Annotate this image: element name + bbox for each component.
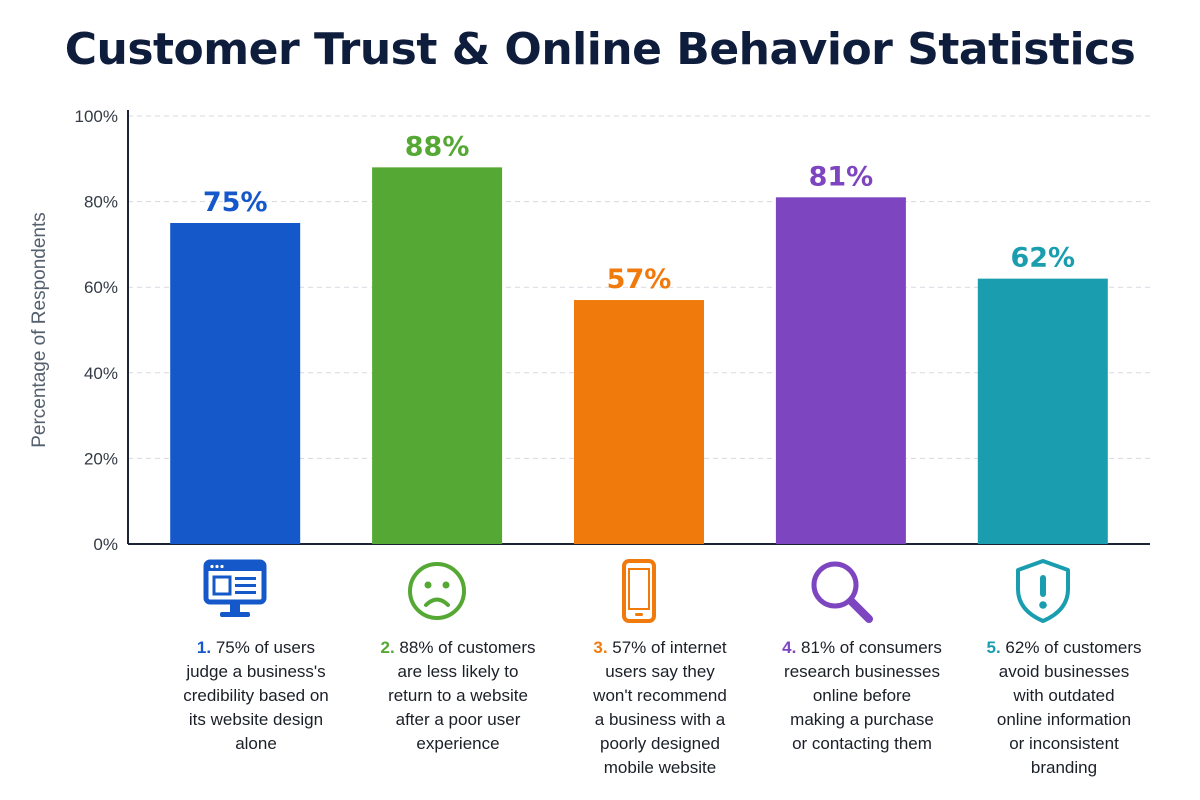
caption-text: won't recommend xyxy=(593,686,727,705)
caption-text: 88% of customers xyxy=(399,638,536,657)
caption-line: 2. 88% of customers xyxy=(358,636,558,660)
caption-4: 4. 81% of consumers research businesses on… xyxy=(762,636,962,756)
magnifier-icon xyxy=(806,556,876,626)
caption-text: making a purchase xyxy=(790,710,934,729)
caption-line: research businesses xyxy=(762,660,962,684)
bar xyxy=(574,300,704,544)
caption-line: or contacting them xyxy=(762,732,962,756)
caption-line: mobile website xyxy=(560,756,760,780)
caption-line: credibility based on xyxy=(156,684,356,708)
y-tick-label: 60% xyxy=(84,278,118,297)
caption-text: or inconsistent xyxy=(1009,734,1119,753)
caption-line: online before xyxy=(762,684,962,708)
caption-text: 62% of customers xyxy=(1005,638,1142,657)
data-label: 62% xyxy=(1010,243,1075,274)
bar xyxy=(775,197,906,544)
caption-line: avoid businesses xyxy=(964,660,1164,684)
data-label: 57% xyxy=(607,264,672,295)
caption-line: return to a website xyxy=(358,684,558,708)
caption-5: 5. 62% of customers avoid businesses with … xyxy=(964,636,1164,780)
caption-text: or contacting them xyxy=(792,734,932,753)
caption-line: branding xyxy=(964,756,1164,780)
caption-text: judge a business's xyxy=(186,662,326,681)
caption-number: 4. xyxy=(782,638,802,657)
caption-text: avoid businesses xyxy=(998,662,1130,681)
smartphone-icon xyxy=(604,556,674,626)
caption-text: poorly designed xyxy=(599,734,721,753)
caption-line: 1. 75% of users xyxy=(156,636,356,660)
caption-2: 2. 88% of customers are less likely to ret… xyxy=(358,636,558,756)
caption-line: are less likely to xyxy=(358,660,558,684)
caption-line: a business with a xyxy=(560,708,760,732)
bar xyxy=(977,278,1108,544)
caption-line: judge a business's xyxy=(156,660,356,684)
caption-text: a business with a xyxy=(594,710,726,729)
caption-text: with outdated xyxy=(1013,686,1115,705)
caption-line: 5. 62% of customers xyxy=(964,636,1164,660)
caption-number: 3. xyxy=(593,638,613,657)
caption-line: won't recommend xyxy=(560,684,760,708)
caption-text: experience xyxy=(416,734,500,753)
caption-text: online before xyxy=(812,686,912,705)
caption-text: alone xyxy=(235,734,277,753)
caption-text: credibility based on xyxy=(183,686,329,705)
y-tick-label: 100% xyxy=(75,107,118,126)
caption-line: or inconsistent xyxy=(964,732,1164,756)
caption-line: 4. 81% of consumers xyxy=(762,636,962,660)
caption-line: its website design xyxy=(156,708,356,732)
sad-face-icon xyxy=(402,556,472,626)
y-axis-label: Percentage of Respondents xyxy=(29,212,50,448)
caption-line: with outdated xyxy=(964,684,1164,708)
caption-line: making a purchase xyxy=(762,708,962,732)
monitor-icon xyxy=(200,556,270,626)
caption-number: 2. xyxy=(380,638,400,657)
caption-text: mobile website xyxy=(603,758,717,777)
caption-number: 5. xyxy=(986,638,1006,657)
caption-text: 57% of internet xyxy=(612,638,727,657)
caption-line: 3. 57% of internet xyxy=(560,636,760,660)
caption-text: after a poor user xyxy=(395,710,521,729)
y-tick-label: 80% xyxy=(84,193,118,212)
shield-alert-icon xyxy=(1008,556,1078,626)
data-label: 81% xyxy=(809,161,874,192)
y-tick-label: 20% xyxy=(84,449,118,468)
caption-text: are less likely to xyxy=(397,662,519,681)
caption-line: after a poor user xyxy=(358,708,558,732)
caption-text: users say they xyxy=(605,662,715,681)
data-label: 88% xyxy=(405,131,470,162)
caption-text: its website design xyxy=(188,710,324,729)
caption-line: users say they xyxy=(560,660,760,684)
caption-text: 75% of users xyxy=(215,638,316,657)
chart-title: Customer Trust & Online Behavior Statist… xyxy=(64,24,1136,75)
caption-line: experience xyxy=(358,732,558,756)
caption-text: branding xyxy=(1030,758,1098,777)
y-tick-label: 0% xyxy=(93,535,118,554)
bar xyxy=(170,223,301,544)
data-label: 75% xyxy=(203,187,268,218)
caption-line: alone xyxy=(156,732,356,756)
caption-number: 1. xyxy=(196,638,216,657)
caption-line: poorly designed xyxy=(560,732,760,756)
caption-3: 3. 57% of internet users say they won't re… xyxy=(560,636,760,780)
caption-line: online information xyxy=(964,708,1164,732)
caption-text: 81% of consumers xyxy=(801,638,942,657)
bar xyxy=(372,167,503,545)
caption-text: research businesses xyxy=(784,662,940,681)
caption-text: return to a website xyxy=(388,686,528,705)
y-tick-label: 40% xyxy=(84,364,118,383)
caption-text: online information xyxy=(996,710,1132,729)
caption-1: 1. 75% of users judge a business's credibi… xyxy=(156,636,356,756)
